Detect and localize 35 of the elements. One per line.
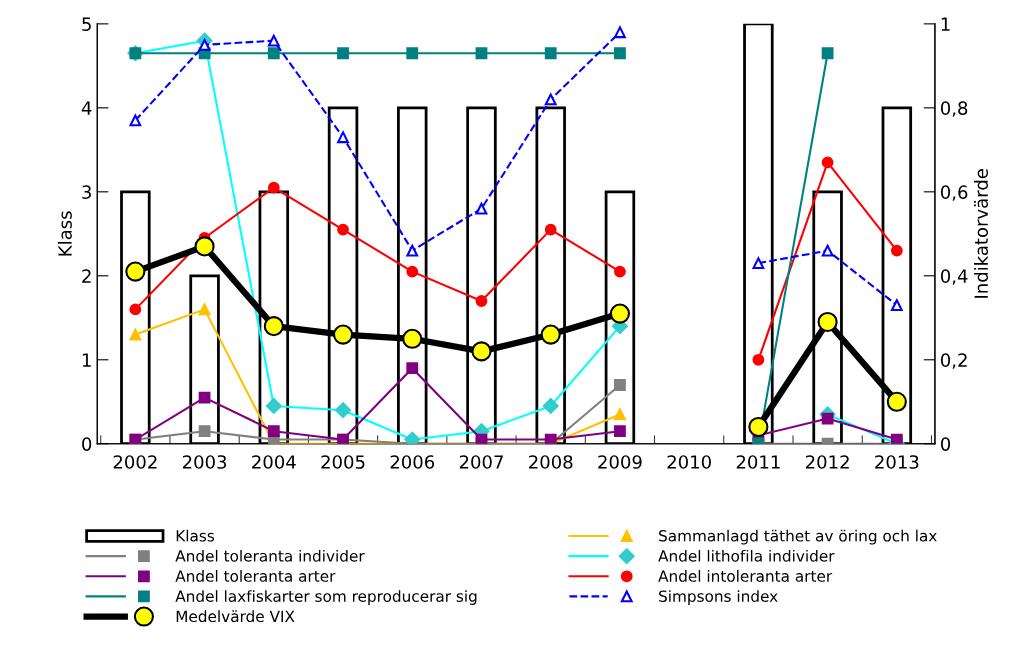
- legend-label: Andel intoleranta arter: [658, 570, 833, 582]
- legend-label: Sammanlagd täthet av öring och lax: [659, 529, 937, 545]
- y-tick-label: 1: [82, 353, 91, 367]
- legend-label: Simpsons index: [659, 590, 778, 605]
- legend-label: Andel lithofila individer: [658, 549, 835, 562]
- y-tick-label: 0: [82, 437, 92, 451]
- x-tick-label: 2012: [805, 455, 849, 469]
- x-tick-label: 2008: [529, 455, 573, 469]
- y2-tick-label: 0,4: [940, 269, 968, 285]
- legend-label: Andel toleranta arter: [175, 570, 336, 582]
- y-tick-label: 3: [82, 185, 91, 199]
- y-tick-label: 4: [81, 101, 92, 115]
- x-tick-label: 2003: [182, 455, 227, 469]
- x-tick-label: 2009: [598, 455, 642, 469]
- x-tick-label: 2002: [113, 455, 157, 469]
- y2-axis-title: Indikatorvärde: [974, 169, 989, 298]
- x-tick-label: 2010: [667, 455, 711, 469]
- legend-label: Medelvärde VIX: [176, 610, 295, 623]
- legend-label: Klass: [176, 529, 215, 542]
- x-tick-label: 2006: [390, 455, 435, 469]
- legend-label: Andel toleranta individer: [175, 549, 365, 562]
- y2-tick-label: 0,6: [940, 185, 968, 201]
- y2-tick-label: 0,8: [940, 101, 968, 117]
- y-axis-title: Klass: [57, 211, 72, 256]
- y2-tick-label: 0,2: [940, 353, 967, 369]
- x-tick-label: 2004: [252, 455, 296, 469]
- y-tick-label: 2: [82, 269, 91, 283]
- x-tick-label: 2011: [736, 455, 780, 469]
- legend-label: Andel laxfiskarter som reproducerar sig: [175, 590, 477, 605]
- x-tick-label: 2007: [459, 455, 503, 469]
- x-tick-label: 2005: [321, 455, 365, 469]
- y-tick-label: 5: [82, 17, 91, 31]
- y2-tick-label: 1: [941, 17, 950, 31]
- x-tick-label: 2013: [875, 455, 919, 469]
- y2-tick-label: 0: [940, 437, 951, 451]
